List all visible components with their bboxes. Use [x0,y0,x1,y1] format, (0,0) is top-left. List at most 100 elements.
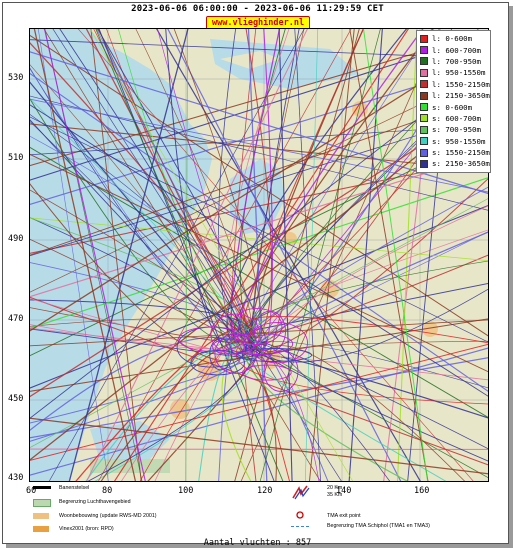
flight-track-map[interactable] [29,28,489,482]
flight-track [87,343,254,481]
legend-item: l: 0-600m [420,33,490,44]
altitude-legend: l: 0-600m l: 600-700m l: 700-950m l: 950-15… [416,30,491,173]
flight-track [30,33,488,181]
legend-item: s: 0-600m [420,101,490,112]
legend-swatch [420,125,428,134]
legend-swatch [420,80,428,89]
legend-label: l: 0-600m [432,34,473,44]
flight-track [30,64,247,351]
flight-track [33,29,137,481]
flight-track [30,357,488,439]
y-tick-510: 510 [8,153,24,163]
holding-loop [190,350,245,376]
flight-track [30,121,244,359]
tma-exit-icon [296,511,304,519]
flight-track [248,336,488,462]
legend-item: l: 2150-3650m [420,90,490,101]
x-tick-140: 140 [336,486,352,496]
flight-track [245,357,409,481]
flight-track [30,354,263,424]
legend-swatch [420,114,428,123]
flight-track [89,29,353,481]
flight-track [30,153,488,298]
legend-item: l: 700-950m [420,56,490,67]
flight-track [30,63,488,419]
flight-track [30,40,488,332]
flight-track [248,288,488,363]
wind-35-label: 35 Km [327,492,343,498]
flight-track [30,101,488,398]
flight-track [30,98,488,193]
flight-track [349,29,429,481]
flight-track [240,29,441,481]
flight-track [30,114,242,336]
vinex-swatch [33,526,49,532]
flight-track [30,343,488,461]
flight-track [98,29,352,481]
legend-item: l: 1550-2150m [420,79,490,90]
flight-track [234,186,488,350]
flight-track [259,29,381,481]
airport-boundary-label: Begrenzing Luchthavengebied [59,499,131,505]
holding-loop [263,350,299,392]
flight-track [30,98,260,351]
flight-track [30,132,488,357]
map-key: Banenstelsel Begrenzing Luchthavengebied… [29,482,487,538]
flight-track [30,328,255,360]
legend-label: l: 600-700m [432,45,481,55]
tma-exit-label: TMA exit point [327,513,361,519]
flight-track [95,29,284,481]
flight-track [37,29,109,481]
flight-track [261,340,488,356]
flight-track [30,324,247,350]
flight-track [245,355,447,481]
x-tick-160: 160 [414,486,430,496]
wind-icon [292,485,310,500]
flight-track [156,29,421,481]
flight-track [30,123,488,172]
x-tick-100: 100 [178,486,194,496]
flight-track [98,29,275,481]
vinex-label: Vinex2001 (bron: RPD) [59,526,114,532]
housing-swatch [33,513,49,519]
flight-track [30,296,488,466]
legend-label: s: 600-700m [432,113,481,123]
flight-track [167,29,402,481]
runway-swatch [33,486,51,489]
tma-boundary-swatch [291,526,309,527]
legend-label: s: 1550-2150m [432,148,490,158]
flight-track [48,29,305,481]
flight-track [30,347,488,476]
legend-swatch [420,34,428,43]
legend-swatch [420,46,428,55]
legend-label: l: 1550-2150m [432,79,490,89]
legend-swatch [420,148,428,157]
legend-swatch [420,103,428,112]
flight-track [278,29,293,481]
legend-item: s: 950-1550m [420,136,490,147]
flight-track [86,29,308,481]
flight-track [257,205,488,346]
flight-track [90,29,142,481]
flight-track [30,104,488,397]
flight-track [30,72,488,392]
flight-track [30,217,488,262]
legend-label: s: 950-1550m [432,136,486,146]
legend-swatch [420,57,428,66]
y-tick-530: 530 [8,73,24,83]
holding-loop [210,313,261,355]
x-tick-120: 120 [257,486,273,496]
flight-track [118,29,259,346]
flight-track [43,29,321,481]
x-tick-80: 80 [102,486,113,496]
legend-item: s: 2150-3650m [420,158,490,169]
flight-track [30,95,488,256]
flight-track [30,99,488,461]
flight-tracks [30,29,488,481]
flight-track [157,29,254,335]
flight-count: Aantal vluchten : 857 [203,538,312,548]
tma-boundary-label: Begrenzing TMA Schiphol (TMA1 en TMA3) [327,523,430,529]
legend-item: s: 600-700m [420,113,490,124]
legend-item: s: 700-950m [420,124,490,135]
flight-track [363,29,429,481]
